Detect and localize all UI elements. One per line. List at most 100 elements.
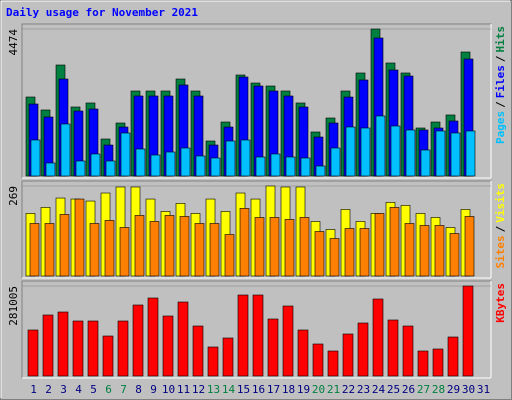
bar <box>87 320 99 377</box>
bar <box>359 228 370 277</box>
bar <box>59 214 70 277</box>
bar <box>252 294 264 377</box>
bar <box>42 314 54 377</box>
chart-title: Daily usage for November 2021 <box>6 6 198 19</box>
bar <box>237 294 249 377</box>
bar <box>44 223 55 277</box>
legend: Sites / Visits <box>494 183 507 269</box>
x-tick-label: 11 <box>177 383 190 396</box>
bar <box>284 219 295 277</box>
bar <box>357 322 369 377</box>
x-tick-label: 4 <box>75 383 82 396</box>
x-tick-label: 15 <box>237 383 250 396</box>
bar <box>74 198 85 277</box>
bar <box>194 223 205 277</box>
bar <box>254 217 265 277</box>
bar <box>239 208 250 277</box>
bar <box>402 325 414 377</box>
legend: Pages / Files / Hits <box>494 26 507 144</box>
bar <box>255 156 266 177</box>
bar <box>89 223 100 277</box>
bar <box>134 215 145 277</box>
legend-separator: / <box>494 101 507 108</box>
x-tick-label: 31 <box>477 383 490 396</box>
x-tick-label: 23 <box>357 383 370 396</box>
bar <box>150 154 161 177</box>
y-tick-label: 269 <box>7 186 20 206</box>
bar <box>270 153 281 177</box>
bar <box>432 348 444 377</box>
bar <box>312 343 324 377</box>
x-tick-label: 5 <box>90 383 97 396</box>
bar <box>90 153 101 177</box>
bar <box>327 350 339 377</box>
x-tick-label: 30 <box>462 383 475 396</box>
x-tick-label: 13 <box>207 383 220 396</box>
x-tick-label: 3 <box>60 383 67 396</box>
bar <box>165 151 176 177</box>
bar <box>314 231 325 277</box>
bar <box>57 311 69 377</box>
bar <box>297 329 309 377</box>
x-tick-label: 19 <box>297 383 310 396</box>
bar <box>164 215 175 277</box>
bar <box>450 132 461 177</box>
bar <box>209 223 220 277</box>
bar <box>300 157 311 177</box>
bar <box>135 148 146 177</box>
bar <box>45 162 56 177</box>
bar <box>360 127 371 177</box>
legend-entry: Pages <box>494 111 507 144</box>
x-tick-label: 27 <box>417 383 430 396</box>
bar <box>207 346 219 377</box>
bar <box>177 301 189 377</box>
bar <box>149 221 160 277</box>
y-tick-label: 281005 <box>7 286 20 326</box>
bar <box>29 223 40 277</box>
legend: KBytes <box>494 283 507 323</box>
bar <box>27 329 39 377</box>
x-tick-label: 7 <box>120 383 127 396</box>
bar <box>344 228 355 277</box>
bar <box>435 130 446 177</box>
bar <box>102 335 114 377</box>
bar <box>374 213 385 277</box>
x-tick-label: 25 <box>387 383 400 396</box>
x-tick-label: 1 <box>30 383 37 396</box>
bar <box>180 147 191 177</box>
bar <box>342 333 354 377</box>
legend-separator: / <box>494 55 507 62</box>
x-tick-label: 24 <box>372 383 386 396</box>
x-tick-label: 16 <box>252 383 265 396</box>
bar <box>104 220 115 277</box>
bar <box>75 160 86 177</box>
bar <box>419 225 430 277</box>
bar <box>405 129 416 177</box>
bar <box>434 225 445 277</box>
x-tick-label: 14 <box>222 383 236 396</box>
x-tick-label: 10 <box>162 383 175 396</box>
bar <box>210 157 221 177</box>
bar <box>420 149 431 177</box>
x-tick-label: 26 <box>402 383 415 396</box>
bar <box>147 297 159 377</box>
legend-entry: Sites <box>494 235 507 268</box>
bar <box>30 139 41 177</box>
bar <box>417 350 429 377</box>
legend-entry: Files <box>494 65 507 98</box>
bar <box>132 304 144 377</box>
x-tick-label: 20 <box>312 383 325 396</box>
bar <box>464 216 475 277</box>
legend-entry: Hits <box>494 26 507 53</box>
bar <box>240 139 251 177</box>
bar <box>330 147 341 177</box>
bar <box>105 160 116 177</box>
bar <box>372 298 384 377</box>
bar <box>60 123 71 177</box>
bar <box>387 319 399 377</box>
y-tick-label: 4474 <box>7 29 20 56</box>
x-tick-label: 2 <box>45 383 52 396</box>
bar <box>447 336 459 377</box>
bar <box>345 126 356 177</box>
